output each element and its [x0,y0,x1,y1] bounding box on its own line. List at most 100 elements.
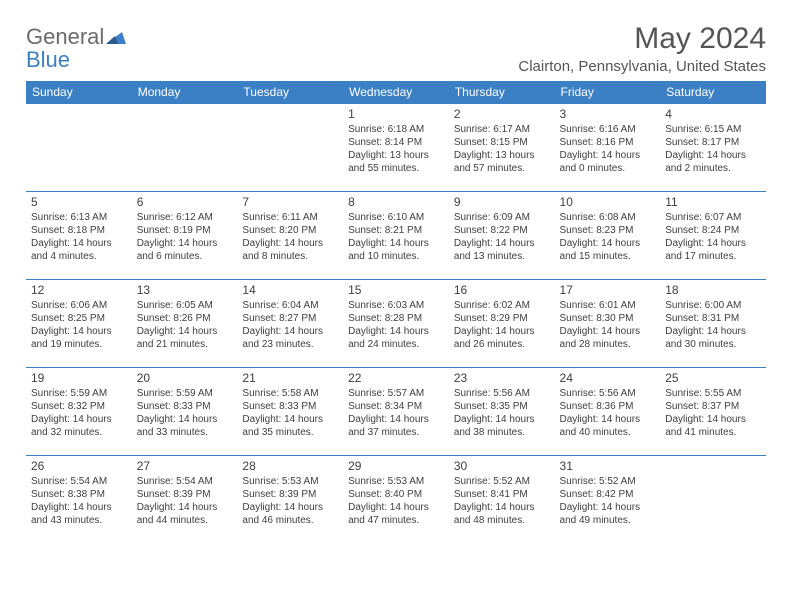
calendar-day-cell: 9 Sunrise: 6:09 AMSunset: 8:22 PMDaylight… [449,192,555,280]
calendar-day-cell: 11 Sunrise: 6:07 AMSunset: 8:24 PMDayligh… [660,192,766,280]
day-number: 16 [454,283,550,297]
day-number: 5 [31,195,127,209]
calendar-day-cell: 2 Sunrise: 6:17 AMSunset: 8:15 PMDaylight… [449,104,555,192]
day-number: 8 [348,195,444,209]
calendar-day-cell: 24Sunrise: 5:56 AMSunset: 8:36 PMDayligh… [555,368,661,456]
day-details: Sunrise: 5:57 AMSunset: 8:34 PMDaylight:… [348,387,444,439]
day-number: 15 [348,283,444,297]
calendar-day-cell: 3Sunrise: 6:16 AMSunset: 8:16 PMDaylight… [555,104,661,192]
day-details: Sunrise: 5:52 AMSunset: 8:41 PMDaylight:… [454,475,550,527]
day-number: 9 [454,195,550,209]
day-number: 10 [560,195,656,209]
calendar-week-row: 26 Sunrise: 5:54 AMSunset: 8:38 PMDayligh… [26,456,766,544]
calendar-day-cell: 26 Sunrise: 5:54 AMSunset: 8:38 PMDayligh… [26,456,132,544]
calendar-day-cell: 19Sunrise: 5:59 AMSunset: 8:32 PMDayligh… [26,368,132,456]
day-details: Sunrise: 6:05 AMSunset: 8:26 PMDaylight:… [137,299,233,351]
calendar-day-cell [26,104,132,192]
header: General Blue May 2024 Clairton, Pennsylv… [26,22,766,75]
calendar-day-cell: 6 Sunrise: 6:12 AMSunset: 8:19 PMDaylight… [132,192,238,280]
day-details: Sunrise: 5:59 AMSunset: 8:32 PMDaylight:… [31,387,127,439]
calendar-day-cell: 25 Sunrise: 5:55 AMSunset: 8:37 PMDayligh… [660,368,766,456]
calendar-day-cell: 1 Sunrise: 6:18 AMSunset: 8:14 PMDaylight… [343,104,449,192]
calendar-week-row: 1 Sunrise: 6:18 AMSunset: 8:14 PMDaylight… [26,104,766,192]
day-number: 7 [242,195,338,209]
day-details: Sunrise: 5:59 AMSunset: 8:33 PMDaylight:… [137,387,233,439]
day-number: 17 [560,283,656,297]
calendar-day-cell: 16 Sunrise: 6:02 AMSunset: 8:29 PMDayligh… [449,280,555,368]
calendar-day-cell: 29Sunrise: 5:53 AMSunset: 8:40 PMDayligh… [343,456,449,544]
day-details: Sunrise: 6:12 AMSunset: 8:19 PMDaylight:… [137,211,233,263]
day-number: 11 [665,195,761,209]
calendar-day-cell: 22Sunrise: 5:57 AMSunset: 8:34 PMDayligh… [343,368,449,456]
day-number: 12 [31,283,127,297]
calendar-day-cell [237,104,343,192]
day-details: Sunrise: 6:06 AMSunset: 8:25 PMDaylight:… [31,299,127,351]
calendar-day-cell: 7 Sunrise: 6:11 AMSunset: 8:20 PMDaylight… [237,192,343,280]
day-number: 27 [137,459,233,473]
calendar-day-cell: 10Sunrise: 6:08 AMSunset: 8:23 PMDayligh… [555,192,661,280]
day-number: 25 [665,371,761,385]
day-number: 1 [348,107,444,121]
day-number: 14 [242,283,338,297]
day-header: Friday [555,81,661,104]
day-details: Sunrise: 6:17 AMSunset: 8:15 PMDaylight:… [454,123,550,175]
day-number: 31 [560,459,656,473]
day-number: 29 [348,459,444,473]
day-details: Sunrise: 6:13 AMSunset: 8:18 PMDaylight:… [31,211,127,263]
logo-general: General [26,24,104,49]
day-details: Sunrise: 6:00 AMSunset: 8:31 PMDaylight:… [665,299,761,351]
calendar-day-cell: 4Sunrise: 6:15 AMSunset: 8:17 PMDaylight… [660,104,766,192]
day-number: 13 [137,283,233,297]
day-details: Sunrise: 6:09 AMSunset: 8:22 PMDaylight:… [454,211,550,263]
title-block: May 2024 Clairton, Pennsylvania, United … [518,22,766,75]
calendar-day-cell: 27 Sunrise: 5:54 AMSunset: 8:39 PMDayligh… [132,456,238,544]
day-number: 28 [242,459,338,473]
day-details: Sunrise: 6:11 AMSunset: 8:20 PMDaylight:… [242,211,338,263]
calendar-week-row: 12 Sunrise: 6:06 AMSunset: 8:25 PMDayligh… [26,280,766,368]
day-details: Sunrise: 6:07 AMSunset: 8:24 PMDaylight:… [665,211,761,263]
calendar-day-cell: 17 Sunrise: 6:01 AMSunset: 8:30 PMDayligh… [555,280,661,368]
calendar-day-cell: 23Sunrise: 5:56 AMSunset: 8:35 PMDayligh… [449,368,555,456]
day-details: Sunrise: 6:15 AMSunset: 8:17 PMDaylight:… [665,123,761,175]
day-number: 3 [560,107,656,121]
calendar-day-cell: 8 Sunrise: 6:10 AMSunset: 8:21 PMDaylight… [343,192,449,280]
day-details: Sunrise: 5:56 AMSunset: 8:35 PMDaylight:… [454,387,550,439]
month-title: May 2024 [518,22,766,56]
day-details: Sunrise: 6:01 AMSunset: 8:30 PMDaylight:… [560,299,656,351]
calendar-day-cell: 28 Sunrise: 5:53 AMSunset: 8:39 PMDayligh… [237,456,343,544]
day-number: 26 [31,459,127,473]
day-details: Sunrise: 6:03 AMSunset: 8:28 PMDaylight:… [348,299,444,351]
logo-blue: Blue [26,47,70,72]
calendar-day-cell: 21 Sunrise: 5:58 AMSunset: 8:33 PMDayligh… [237,368,343,456]
day-details: Sunrise: 5:54 AMSunset: 8:39 PMDaylight:… [137,475,233,527]
calendar-day-cell: 14 Sunrise: 6:04 AMSunset: 8:27 PMDayligh… [237,280,343,368]
day-details: Sunrise: 6:04 AMSunset: 8:27 PMDaylight:… [242,299,338,351]
day-number: 6 [137,195,233,209]
day-header: Wednesday [343,81,449,104]
day-header: Tuesday [237,81,343,104]
calendar-day-cell: 30Sunrise: 5:52 AMSunset: 8:41 PMDayligh… [449,456,555,544]
day-details: Sunrise: 5:54 AMSunset: 8:38 PMDaylight:… [31,475,127,527]
calendar-day-cell [660,456,766,544]
day-details: Sunrise: 6:18 AMSunset: 8:14 PMDaylight:… [348,123,444,175]
day-details: Sunrise: 6:02 AMSunset: 8:29 PMDaylight:… [454,299,550,351]
calendar-day-cell: 15 Sunrise: 6:03 AMSunset: 8:28 PMDayligh… [343,280,449,368]
day-details: Sunrise: 6:10 AMSunset: 8:21 PMDaylight:… [348,211,444,263]
day-details: Sunrise: 5:56 AMSunset: 8:36 PMDaylight:… [560,387,656,439]
day-number: 21 [242,371,338,385]
day-header-row: SundayMondayTuesdayWednesdayThursdayFrid… [26,81,766,104]
calendar-week-row: 5 Sunrise: 6:13 AMSunset: 8:18 PMDaylight… [26,192,766,280]
calendar-day-cell [132,104,238,192]
day-details: Sunrise: 5:55 AMSunset: 8:37 PMDaylight:… [665,387,761,439]
day-number: 2 [454,107,550,121]
day-header: Saturday [660,81,766,104]
day-details: Sunrise: 5:53 AMSunset: 8:39 PMDaylight:… [242,475,338,527]
day-header: Monday [132,81,238,104]
calendar-day-cell: 31Sunrise: 5:52 AMSunset: 8:42 PMDayligh… [555,456,661,544]
day-header: Thursday [449,81,555,104]
location: Clairton, Pennsylvania, United States [518,58,766,75]
logo: General Blue [26,22,126,72]
day-header: Sunday [26,81,132,104]
calendar-body: 1 Sunrise: 6:18 AMSunset: 8:14 PMDaylight… [26,104,766,544]
day-details: Sunrise: 5:58 AMSunset: 8:33 PMDaylight:… [242,387,338,439]
